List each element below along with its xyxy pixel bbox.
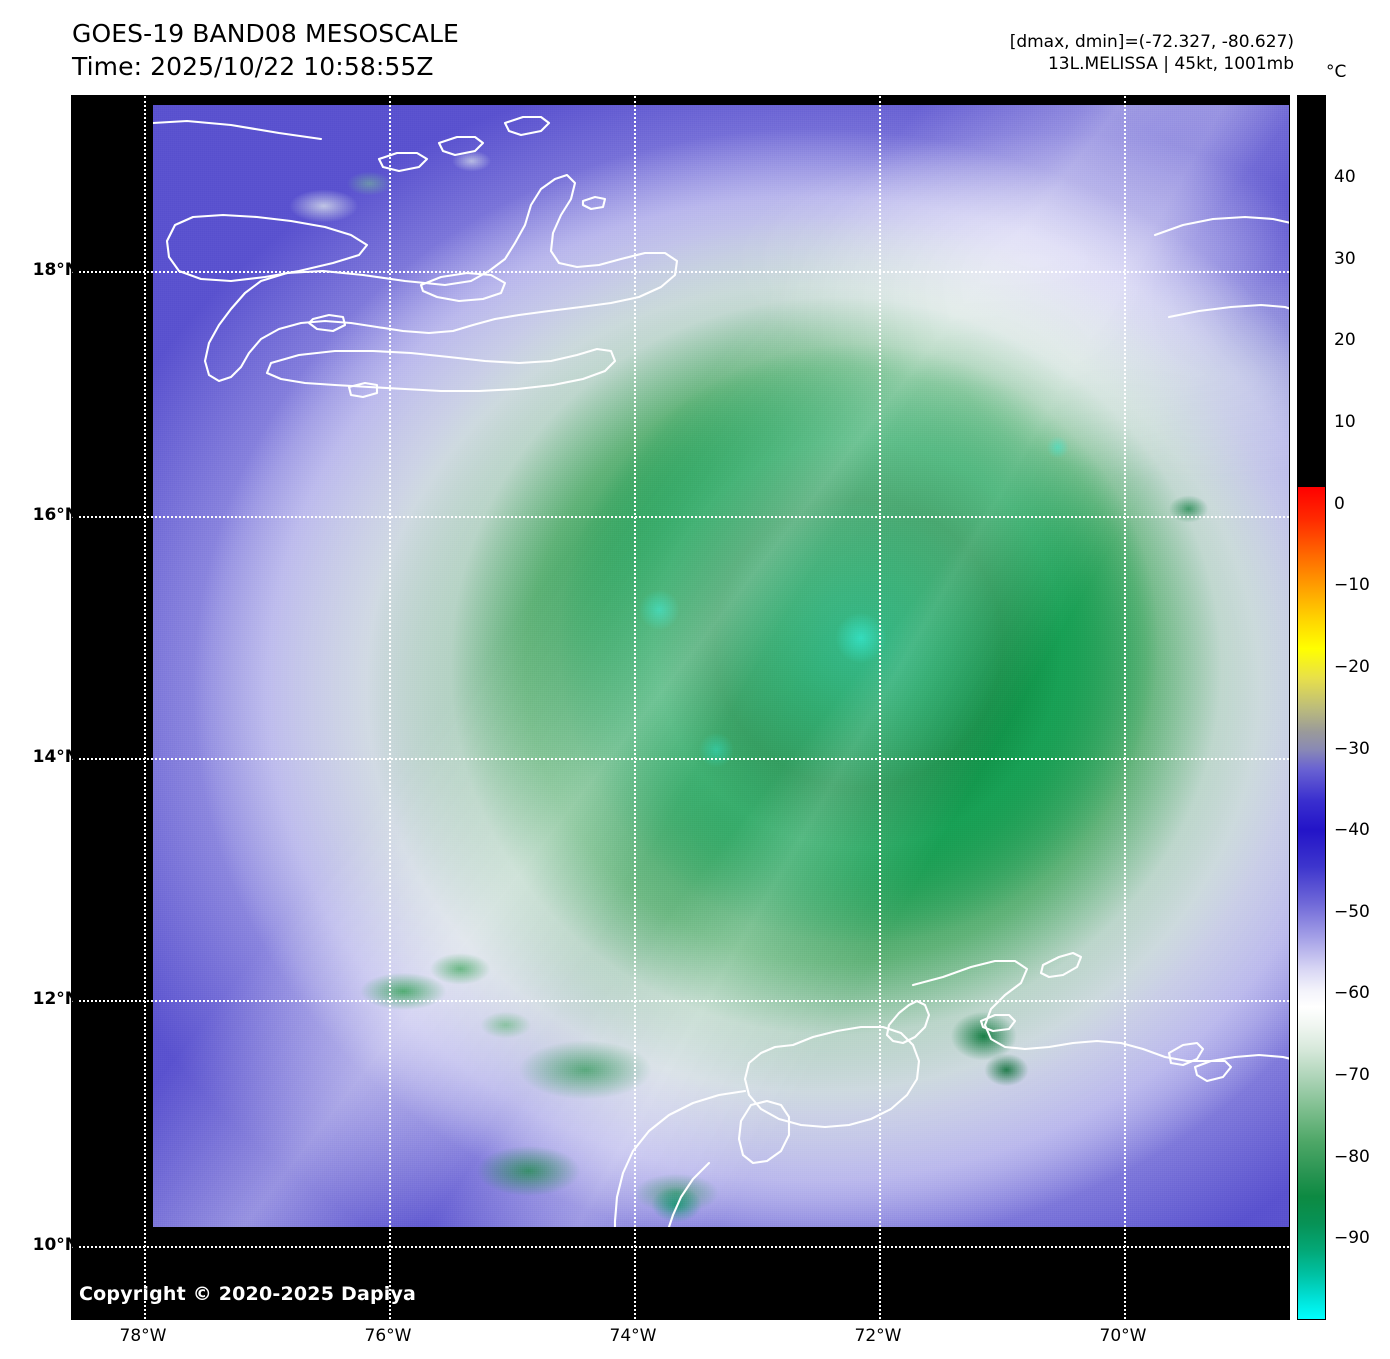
ytick-label-14N: 14°N [32, 747, 79, 767]
ytick-label-18N: 18°N [32, 260, 79, 280]
ytick-label-12N: 12°N [32, 989, 79, 1009]
gridline-lon-78 [144, 96, 146, 1319]
cbtick-label-neg40: −40 [1334, 820, 1370, 840]
ytick-label-10N: 10°N [32, 1235, 79, 1255]
cbtick-label-neg90: −90 [1334, 1228, 1370, 1248]
xtick-label-70W: 70°W [1099, 1326, 1147, 1346]
cbtick-label-neg30: −30 [1334, 739, 1370, 759]
cbtick-label-30: 30 [1334, 249, 1356, 269]
dmax-dmin-label: [dmax, dmin]=(-72.327, -80.627) [1009, 32, 1294, 52]
xtick-label-72W: 72°W [854, 1326, 902, 1346]
cbtick-label-neg70: −70 [1334, 1065, 1370, 1085]
colorbar-unit-label: °C [1326, 62, 1347, 82]
page-title: GOES-19 BAND08 MESOSCALE [72, 19, 459, 48]
ytick-label-16N: 16°N [32, 505, 79, 525]
metadata-block: [dmax, dmin]=(-72.327, -80.627) 13L.MELI… [1010, 32, 1294, 76]
xtick-label-76W: 76°W [364, 1326, 412, 1346]
satellite-image [153, 105, 1289, 1227]
cbtick-label-neg20: −20 [1334, 657, 1370, 677]
cbtick-label-0: 0 [1334, 494, 1345, 514]
storm-info-label: 13L.MELISSA | 45kt, 1001mb [1047, 53, 1294, 74]
timestamp-line: Time: 2025/10/22 10:58:55Z [72, 51, 434, 81]
xtick-label-74W: 74°W [609, 1326, 657, 1346]
xtick-label-78W: 78°W [119, 1326, 167, 1346]
cbtick-label-neg50: −50 [1334, 902, 1370, 922]
copyright-label: Copyright © 2020-2025 Dapiya [79, 1283, 417, 1305]
temperature-colorbar [1297, 95, 1326, 1320]
cbtick-label-neg60: −60 [1334, 983, 1370, 1003]
cbtick-label-neg80: −80 [1334, 1147, 1370, 1167]
cbtick-label-10: 10 [1334, 412, 1356, 432]
title-block: GOES-19 BAND08 MESOSCALE Time: 2025/10/2… [72, 18, 459, 83]
cbtick-label-neg10: −10 [1334, 575, 1370, 595]
cbtick-label-20: 20 [1334, 330, 1356, 350]
gridline-lat-10 [72, 1246, 1289, 1248]
satellite-plot-frame: Copyright © 2020-2025 Dapiya [71, 95, 1290, 1320]
cbtick-label-40: 40 [1334, 167, 1356, 187]
pixel-noise-layer [153, 105, 1289, 1227]
